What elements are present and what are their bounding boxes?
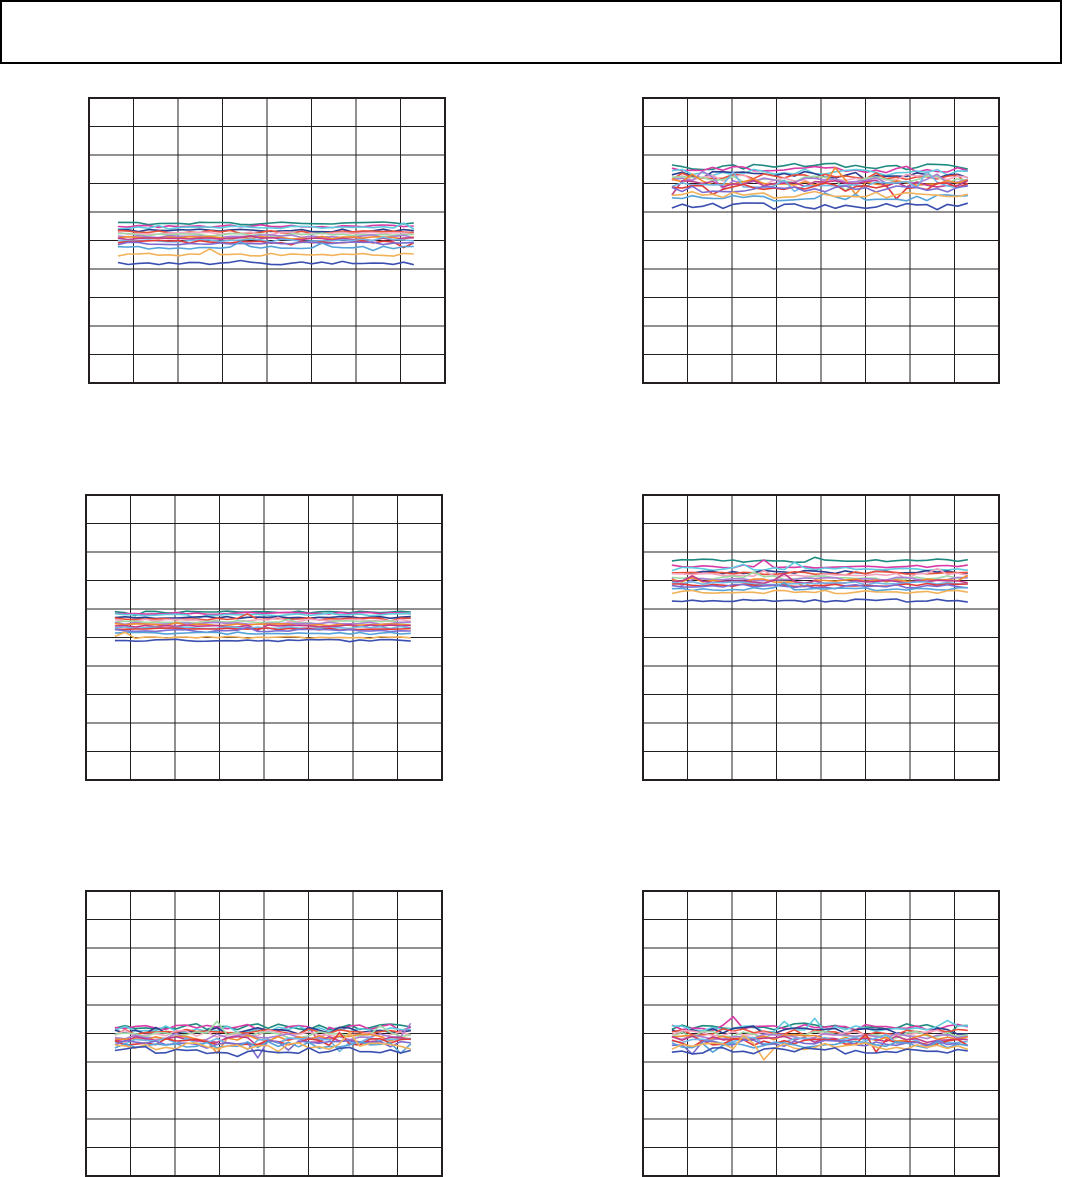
series-trace-16	[671, 202, 969, 211]
series-trace-15	[671, 1034, 969, 1061]
series-trace-3	[117, 222, 415, 230]
series-trace-16	[114, 1045, 411, 1058]
series-trace-12	[671, 582, 968, 588]
series-trace-16	[114, 638, 411, 643]
series-trace-14	[114, 631, 411, 636]
series-trace-2	[671, 559, 968, 569]
series-trace-16	[117, 259, 414, 266]
series-trace-15	[114, 1031, 412, 1053]
chart-svg-3	[85, 494, 443, 781]
chart-panel-5	[85, 890, 443, 1177]
series-trace-14	[671, 581, 968, 592]
series-trace-13	[114, 626, 411, 634]
series-trace-14	[114, 1040, 412, 1055]
series-trace-5	[114, 1028, 411, 1036]
series-trace-1	[671, 556, 968, 564]
series-trace-10	[671, 1035, 968, 1044]
series-trace-13	[117, 241, 414, 246]
series-trace-7	[114, 618, 411, 626]
series-trace-11	[671, 580, 968, 586]
series-trace-7	[671, 1030, 968, 1039]
chart-svg-5	[85, 890, 443, 1177]
document-header-box	[0, 0, 1062, 64]
series-trace-11	[671, 170, 969, 193]
series-trace-13	[671, 583, 968, 590]
series-trace-3	[114, 612, 411, 620]
plot-frame	[642, 890, 1000, 1177]
series-trace-16	[671, 598, 968, 603]
plot-frame	[642, 97, 1000, 384]
chart-panel-3	[85, 494, 443, 781]
chart-panel-4	[642, 494, 1000, 781]
series-trace-12	[117, 239, 415, 249]
series-trace-15	[114, 631, 411, 640]
series-trace-12	[114, 1031, 411, 1047]
series-trace-8	[671, 576, 968, 587]
series-trace-2	[671, 1015, 968, 1032]
series-trace-15	[671, 190, 968, 199]
chart-panel-2	[642, 97, 1000, 384]
series-trace-6	[671, 567, 968, 580]
series-trace-7	[671, 571, 968, 584]
series-trace-15	[671, 589, 968, 595]
series-trace-14	[671, 192, 968, 202]
series-trace-14	[117, 241, 414, 252]
chart-svg-6	[642, 890, 1000, 1177]
series-trace-12	[114, 627, 411, 631]
series-trace-10	[671, 179, 969, 196]
chart-svg-4	[642, 494, 1000, 781]
series-trace-4	[671, 170, 969, 181]
chart-panel-6	[642, 890, 1000, 1177]
series-trace-9	[671, 1033, 968, 1042]
plot-frame	[85, 494, 443, 781]
series-trace-3	[671, 561, 968, 572]
series-trace-7	[671, 175, 968, 192]
plot-frame	[85, 890, 443, 1177]
plot-frame	[642, 494, 1000, 781]
series-trace-1	[117, 221, 414, 226]
chart-svg-2	[642, 97, 1000, 384]
series-trace-1	[671, 162, 968, 171]
series-trace-15	[117, 248, 414, 257]
series-trace-8	[117, 234, 414, 239]
series-trace-6	[114, 616, 411, 626]
series-trace-7	[114, 1020, 411, 1039]
chart-panel-1	[88, 97, 446, 384]
series-trace-13	[671, 185, 968, 194]
series-trace-3	[671, 168, 968, 177]
series-trace-1	[114, 610, 411, 617]
series-trace-16	[671, 1046, 968, 1055]
chart-svg-1	[88, 97, 446, 384]
series-trace-10	[671, 572, 968, 585]
plot-frame	[88, 97, 446, 384]
